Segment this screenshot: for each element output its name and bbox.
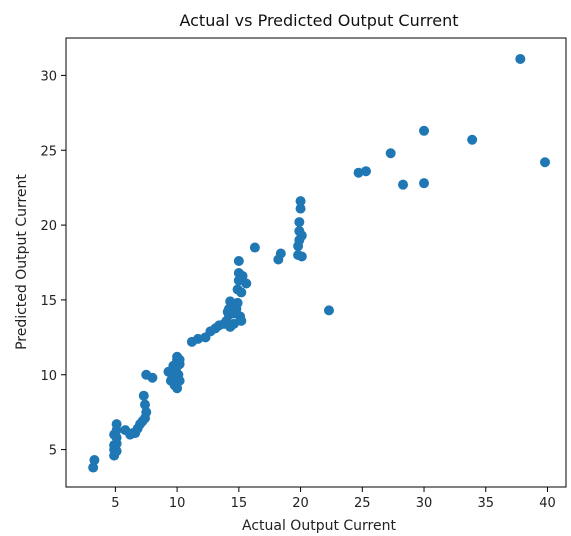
y-tick-label: 20 [40,219,57,234]
x-tick-label: 40 [539,496,556,511]
scatter-point [233,256,244,267]
scatter-point [295,203,306,214]
x-tick-label: 25 [354,496,371,511]
scatter-point [419,125,430,136]
scatter-point [385,148,396,159]
y-tick-label: 5 [49,444,57,459]
x-axis: 5 10 15 20 25 30 35 40 [111,487,556,511]
scatter-point [275,248,286,259]
scatter-point [467,134,478,145]
x-tick-label: 30 [416,496,433,511]
scatter-point [193,333,204,344]
y-tick-label: 30 [40,69,57,84]
x-tick-label: 20 [292,496,309,511]
scatter-point [515,53,526,64]
scatter-point [138,390,149,401]
scatter-point [140,399,151,410]
scatter-point [419,178,430,189]
x-tick-label: 10 [169,496,186,511]
y-tick-label: 15 [40,294,57,309]
y-axis: 5 10 15 20 25 30 [40,69,66,459]
scatter-point [323,305,334,316]
scatter-point [353,167,364,178]
y-tick-label: 25 [40,144,57,159]
scatter-point [89,455,100,466]
scatter-point [398,179,409,190]
x-tick-label: 15 [231,496,248,511]
x-axis-label: Actual Output Current [242,518,396,534]
scatter-point [141,407,152,418]
scatter-point [111,446,122,457]
scatter-point [174,354,185,365]
scatter-point [540,157,551,168]
scatter-point [232,297,243,308]
data-points [88,53,551,473]
scatter-point [295,196,306,207]
scatter-point [296,230,307,241]
scatter-point [249,242,260,253]
y-axis-label: Predicted Output Current [14,174,30,350]
x-tick-label: 35 [477,496,494,511]
y-tick-label: 10 [40,369,57,384]
scatter-point [88,462,99,473]
scatter-point [225,296,236,307]
scatter-point [236,287,247,298]
scatter-point [296,251,307,262]
scatter-point [294,217,305,228]
scatter-point [111,432,122,443]
x-tick-label: 5 [111,496,119,511]
scatter-point [174,375,185,386]
plot-area-frame [65,37,567,488]
scatter-point [236,315,247,326]
scatter-point [111,419,122,430]
scatter-point [237,270,248,281]
scatter-point [241,278,252,289]
scatter-point [147,372,158,383]
scatter-point [361,166,371,177]
chart-title: Actual vs Predicted Output Current [179,11,458,30]
